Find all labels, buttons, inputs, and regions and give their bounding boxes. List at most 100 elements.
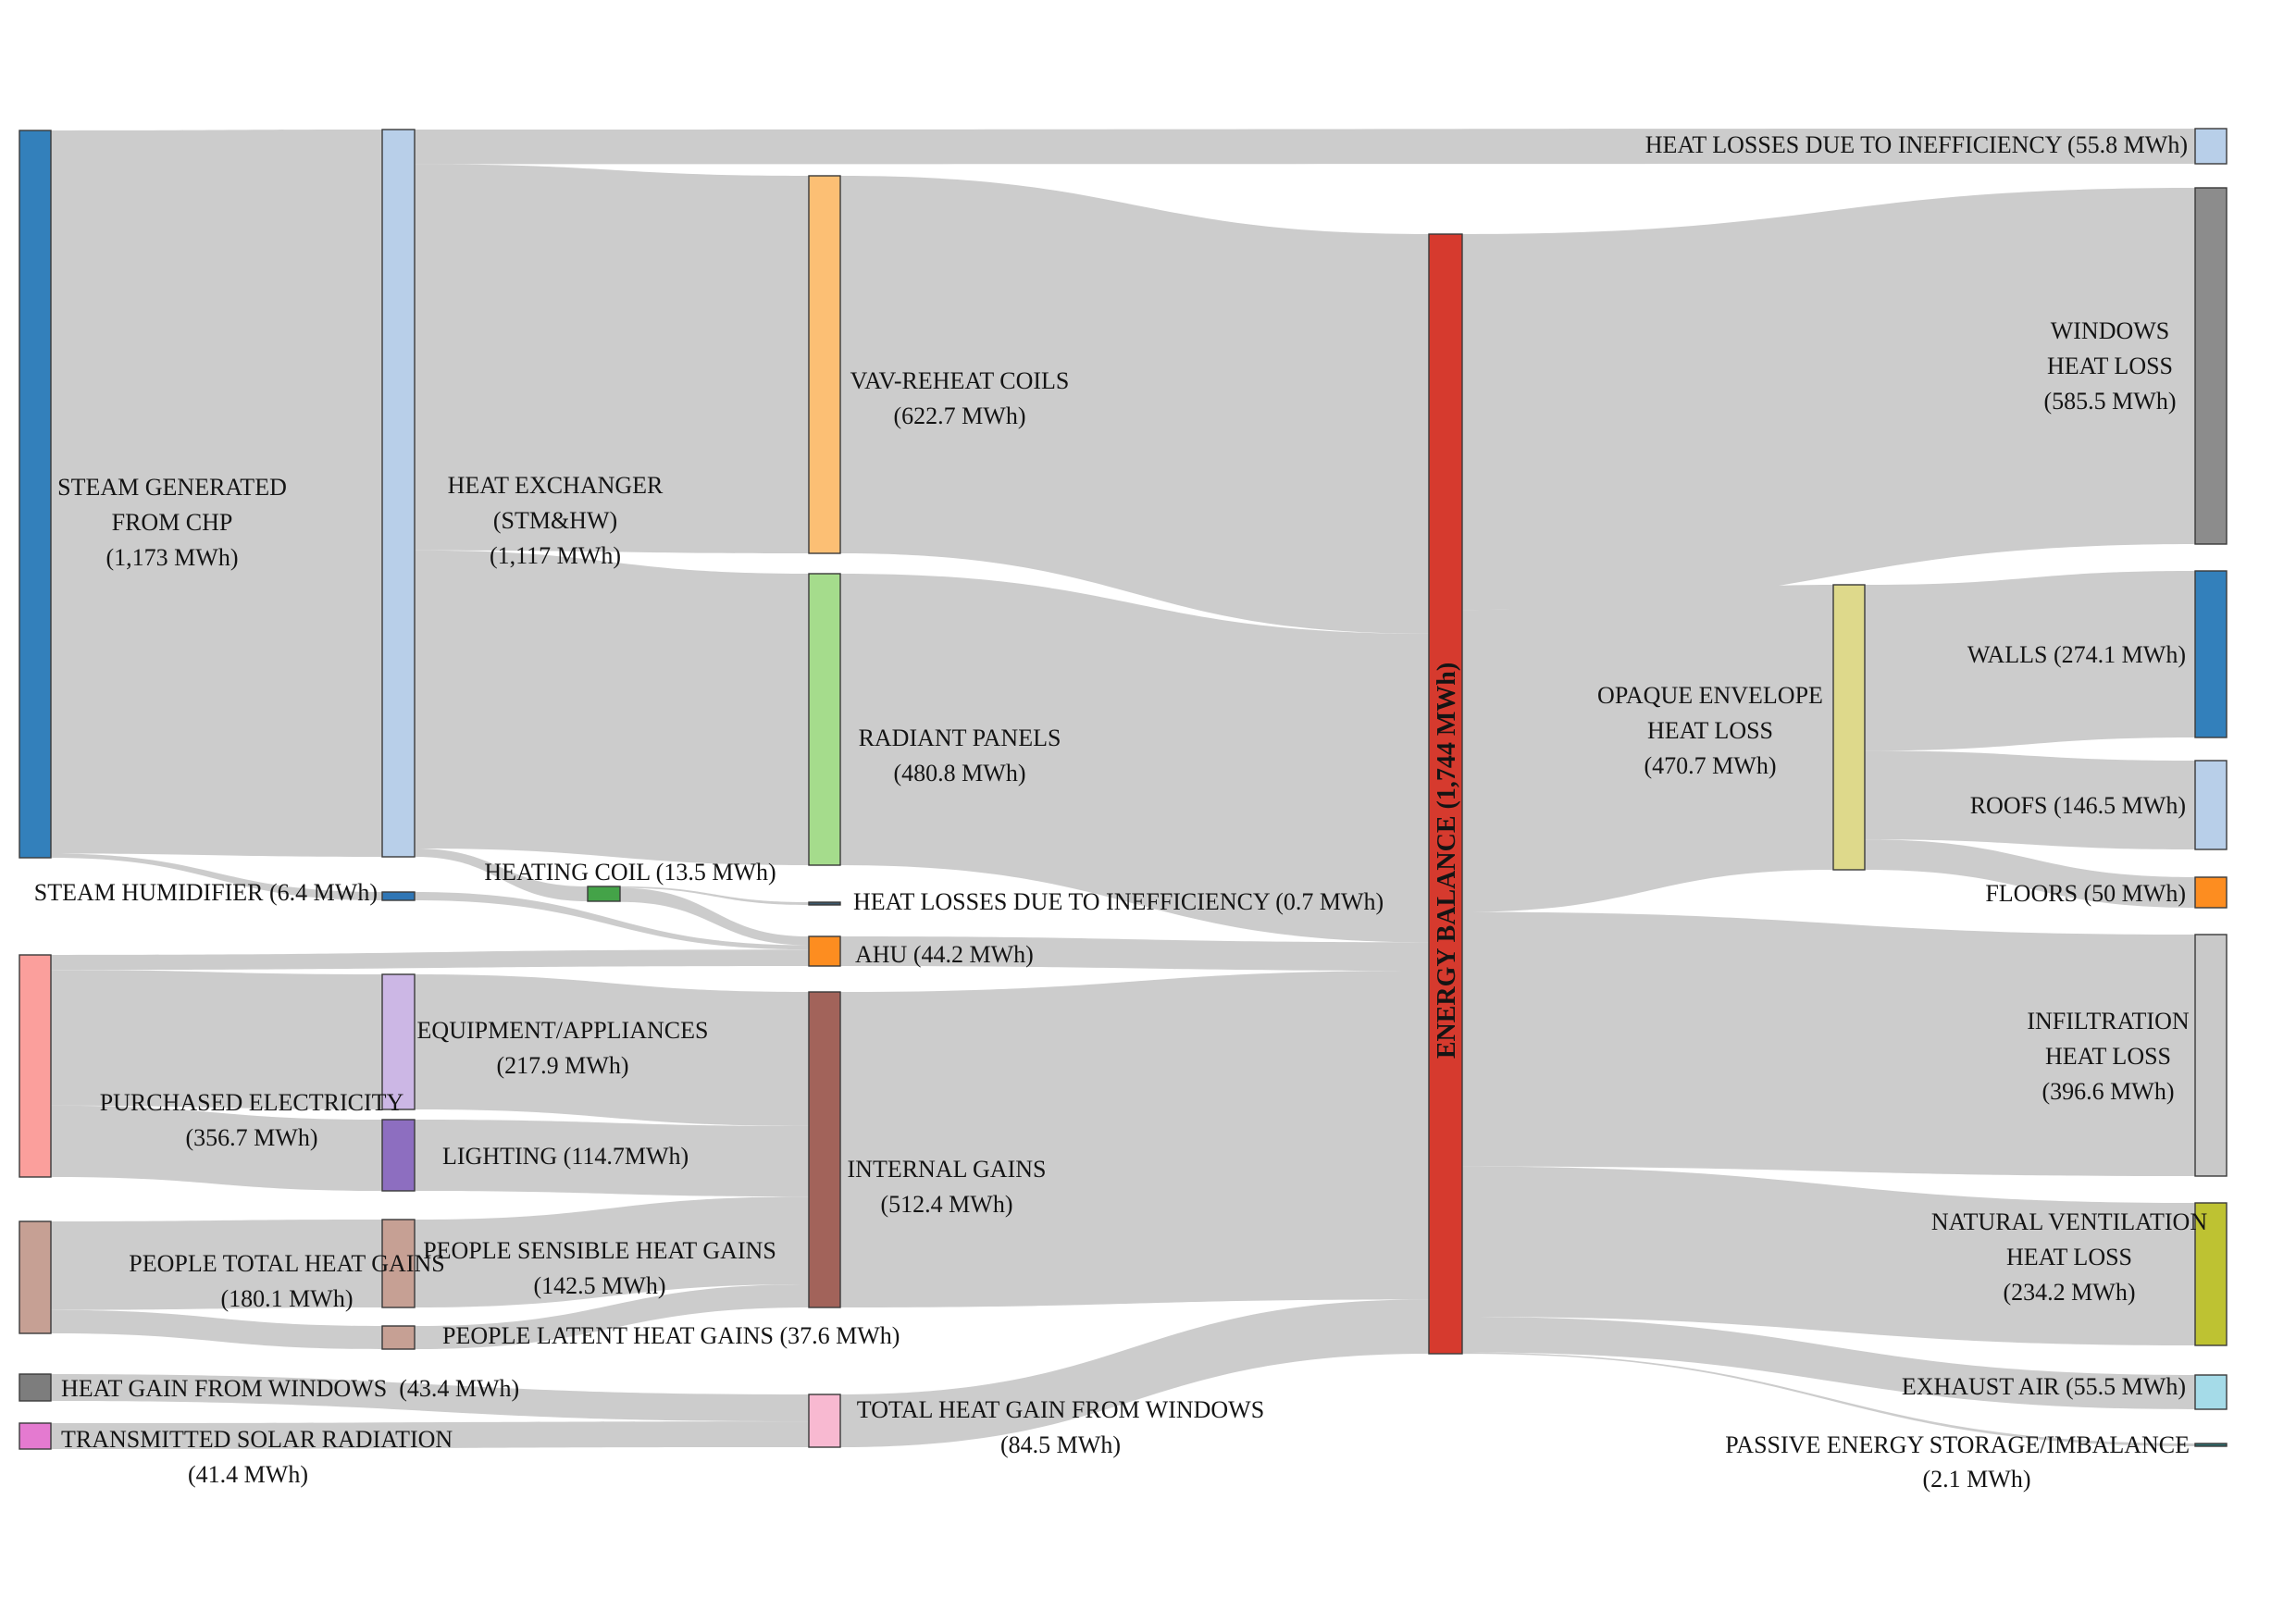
flow-eb-to-exhaust [1462,1317,2195,1409]
label-roofs-line-1: ROOFS (146.5 MWh) [1970,792,2186,819]
node-exhaust [2194,1374,2228,1410]
flow-lighting-to-internal [415,1120,809,1197]
flow-opaque-to-floors [1865,839,2195,908]
flow-opaque-to-walls [1865,571,2195,751]
node-total-win [808,1394,841,1448]
node-opaque [1832,584,1866,871]
label-people-sensible-line-1: PEOPLE SENSIBLE HEAT GAINS [423,1237,776,1264]
flow-hx-to-radiant [415,550,809,865]
label-natvent-line-3: (234.2 MWh) [2004,1279,2136,1306]
label-radiant-line-2: (480.8 MWh) [894,760,1026,787]
node-heating-coil [587,886,621,902]
flow-heating-coil-to-ahu [620,887,809,946]
label-internal-line-2: (512.4 MWh) [881,1191,1013,1218]
flow-vav-to-eb [840,176,1429,634]
label-solar-1-line-1: TRANSMITTED SOLAR RADIATION [61,1426,453,1453]
label-equipment: EQUIPMENT/APPLIANCES (217.9 MWh) [417,1017,709,1079]
flow-radiant-to-eb [840,574,1429,943]
label-internal-line-1: INTERNAL GAINS [848,1156,1047,1183]
label-heating-coil: HEATING COIL (13.5 MWh) [484,859,776,886]
node-infiltration [2194,934,2228,1177]
flow-purchased-to-lighting [51,1105,382,1191]
label-natvent: NATURAL VENTILATION HEAT LOSS (234.2 MWh) [1931,1208,2207,1306]
label-humidifier-line-1: STEAM HUMIDIFIER (6.4 MWh) [34,879,378,906]
node-purchased [19,954,52,1178]
flow-hx-to-loss-right [415,129,2195,165]
flow-eb-to-windows-loss [1462,188,2195,611]
label-total-win-line-2: (84.5 MWh) [1000,1431,1121,1458]
label-steam-line-3: (1,173 MWh) [106,544,239,571]
node-loss-right [2194,128,2228,165]
label-vav-line-2: (622.7 MWh) [894,403,1026,429]
label-ahu-line-1: AHU (44.2 MWh) [855,941,1034,968]
flow-opaque-to-roofs [1865,750,2195,849]
node-people-total [19,1220,52,1334]
label-people-sensible: PEOPLE SENSIBLE HEAT GAINS (142.5 MWh) [423,1237,776,1299]
node-radiant [808,573,841,866]
label-opaque-line-1: OPAQUE ENVELOPE [1597,682,1823,709]
node-roofs [2194,760,2228,850]
label-infiltration: INFILTRATION HEAT LOSS (396.6 MWh) [2027,1008,2189,1105]
label-equipment-line-1: EQUIPMENT/APPLIANCES [417,1017,709,1044]
label-win-gain: HEAT GAIN FROM WINDOWS (43.4 MWh) [61,1375,519,1402]
label-people-sensible-line-2: (142.5 MWh) [534,1272,666,1299]
label-solar-1: TRANSMITTED SOLAR RADIATION [61,1426,453,1453]
label-hx-line-3: (1,117 MWh) [490,542,621,569]
label-vav-line-1: VAV-REHEAT COILS [850,367,1070,394]
label-opaque: OPAQUE ENVELOPE HEAT LOSS (470.7 MWh) [1597,682,1823,779]
label-walls-line-1: WALLS (274.1 MWh) [1967,641,2186,668]
label-infiltration-line-2: HEAT LOSS [2045,1043,2171,1070]
node-lighting [381,1119,416,1192]
node-floors [2194,876,2228,909]
node-solar [19,1422,52,1450]
node-steam [19,130,52,859]
label-hx-line-2: (STM&HW) [493,507,617,534]
label-steam-line-2: FROM CHP [112,509,233,536]
label-solar-2-line-1: (41.4 MWh) [188,1461,308,1488]
label-loss-right-line-1: HEAT LOSSES DUE TO INEFFICIENCY (55.8 MW… [1645,131,2188,158]
flow-total-win-to-eb [840,1299,1429,1447]
node-vav [808,175,841,554]
flow-internal-to-eb [840,971,1429,1307]
label-windows-loss: WINDOWS HEAT LOSS (585.5 MWh) [2044,317,2177,415]
flow-heating-coil-to-loss-mid [620,886,809,905]
label-loss-mid-line-1: HEAT LOSSES DUE TO INEFFICIENCY (0.7 MWh… [853,888,1384,915]
flow-eb-to-passive [1462,1352,2195,1446]
label-lighting-line-1: LIGHTING (114.7MWh) [442,1143,689,1170]
flow-purchased-to-ahu [51,949,809,971]
label-steam-line-1: STEAM GENERATED [57,474,287,501]
node-win-gain [19,1373,52,1402]
label-internal: INTERNAL GAINS (512.4 MWh) [848,1156,1047,1218]
flow-win-gain-to-total-win [51,1374,809,1422]
label-walls: WALLS (274.1 MWh) [1967,641,2186,668]
flow-eb-to-natvent [1462,1166,2195,1345]
label-floors-line-1: FLOORS (50 MWh) [1985,880,2186,907]
node-walls [2194,570,2228,738]
label-people-latent: PEOPLE LATENT HEAT GAINS (37.6 MWh) [442,1322,900,1349]
node-eb [1428,233,1463,1355]
node-windows-loss [2194,187,2228,545]
node-people-sensible [381,1219,416,1308]
flow-eb-to-infiltration [1462,911,2195,1176]
label-equipment-line-2: (217.9 MWh) [497,1052,629,1079]
node-people-latent [381,1325,416,1350]
label-eb-line-1: ENERGY BALANCE (1,744 MWh) [1433,663,1461,1059]
label-radiant: RADIANT PANELS (480.8 MWh) [859,725,1061,787]
node-ahu [808,935,841,967]
label-purchased: PURCHASED ELECTRICITY (356.7 MWh) [100,1089,404,1151]
flow-solar-to-total-win [51,1421,809,1449]
label-radiant-line-1: RADIANT PANELS [859,725,1061,751]
label-total-win-line-1: TOTAL HEAT GAIN FROM WINDOWS [857,1396,1264,1423]
label-opaque-line-3: (470.7 MWh) [1644,752,1777,779]
node-hx [381,129,416,858]
flow-hx-to-heating-coil [415,848,588,901]
label-passive-1: PASSIVE ENERGY STORAGE/IMBALANCE [1725,1431,2190,1458]
label-hx-line-1: HEAT EXCHANGER [448,472,664,499]
flow-eb-to-opaque [1462,585,1833,912]
flow-hx-to-vav [415,164,809,553]
label-ahu: AHU (44.2 MWh) [855,941,1034,968]
label-exhaust: EXHAUST AIR (55.5 MWh) [1902,1373,2186,1400]
label-purchased-line-1: PURCHASED ELECTRICITY [100,1089,404,1116]
label-people-total: PEOPLE TOTAL HEAT GAINS (180.1 MWh) [129,1250,444,1312]
label-heating-coil-line-1: HEATING COIL (13.5 MWh) [484,859,776,886]
